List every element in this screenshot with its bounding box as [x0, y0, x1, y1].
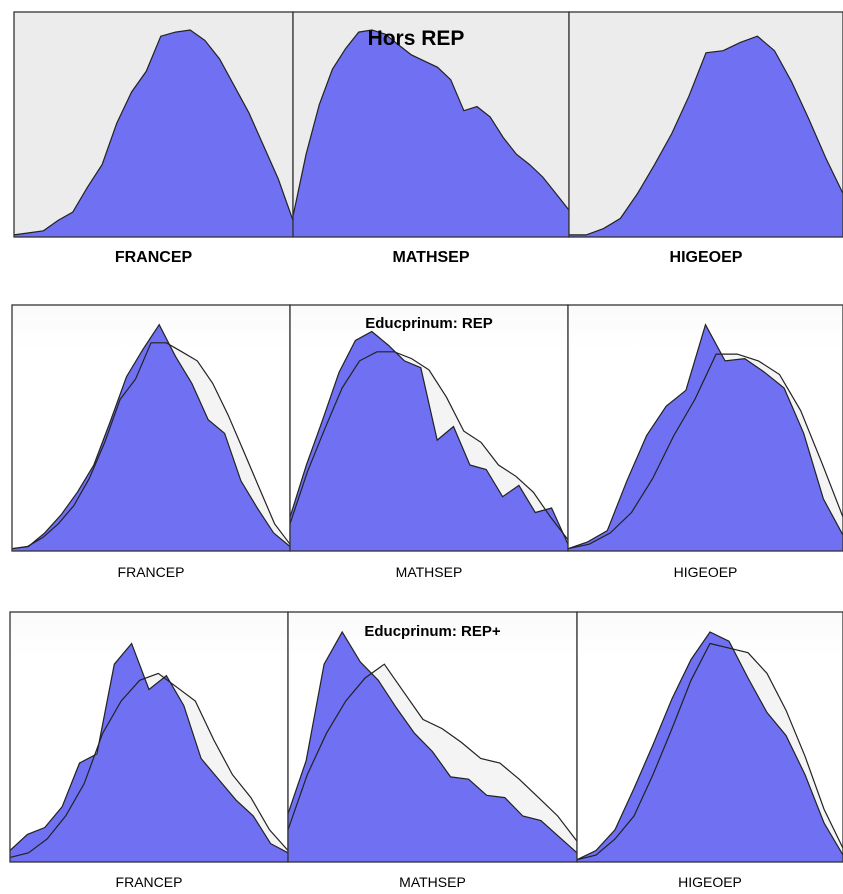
row-title: Educprinum: REP+: [364, 623, 501, 640]
panel-frame: [568, 11, 843, 238]
panel-higeoep: HIGEOEP: [576, 611, 843, 890]
chart-row-3: FRANCEP MATHSEP HIGEOEP Educprinum: REP+: [9, 611, 843, 890]
panel-xlabel: HIGEOEP: [678, 874, 742, 890]
density-outline: [11, 323, 291, 550]
density-area: [568, 324, 843, 551]
panel-francep: FRANCEP: [11, 304, 291, 580]
panel-higeoep: HIGEOEP: [567, 304, 843, 580]
density-outline: [569, 35, 843, 236]
panel-xlabel: HIGEOEP: [670, 249, 743, 266]
density-area: [290, 331, 568, 551]
panel-xlabel: FRANCEP: [118, 564, 185, 580]
panel-xlabel: MATHSEP: [392, 249, 469, 266]
density-area: [293, 30, 569, 237]
panel-frame: [576, 611, 843, 863]
panel-xlabel: MATHSEP: [399, 874, 466, 890]
reference-density-line: [576, 642, 843, 861]
density-area: [288, 632, 577, 862]
reference-density-line: [9, 672, 289, 858]
density-outline: [13, 29, 294, 236]
density-area: [577, 632, 843, 862]
panel-xlabel: FRANCEP: [115, 249, 193, 266]
panel-mathsep: MATHSEP: [287, 611, 578, 890]
panel-xlabel: HIGEOEP: [674, 564, 738, 580]
density-outline: [567, 323, 843, 550]
density-outline: [287, 630, 578, 854]
panel-mathsep: MATHSEP: [289, 304, 569, 580]
panel-xlabel: MATHSEP: [396, 564, 463, 580]
panel-frame: [567, 304, 843, 552]
chart-row-2: FRANCEP MATHSEP HIGEOEP Educprinum: REP: [11, 304, 843, 580]
panel-higeoep: HIGEOEP: [568, 11, 843, 266]
density-outline: [9, 642, 289, 854]
density-area: [14, 30, 293, 237]
density-area: [12, 324, 290, 551]
panel-mathsep: MATHSEP: [292, 11, 570, 266]
panel-francep: FRANCEP: [9, 611, 289, 890]
density-outline: [289, 330, 569, 545]
density-outline: [576, 631, 843, 861]
density-area: [569, 36, 843, 238]
reference-density-line: [289, 351, 569, 541]
reference-density-line: [567, 353, 843, 550]
density-area: [10, 643, 288, 862]
row-title: Hors REP: [368, 27, 465, 50]
chart-row-1: FRANCEP MATHSEP HIGEOEP Hors REP: [13, 11, 843, 266]
reference-density-line: [287, 663, 578, 842]
row-title: Educprinum: REP: [365, 315, 493, 332]
panel-francep: FRANCEP: [13, 11, 294, 266]
reference-density-line: [11, 342, 291, 550]
panel-xlabel: FRANCEP: [116, 874, 183, 890]
density-outline: [292, 29, 570, 217]
